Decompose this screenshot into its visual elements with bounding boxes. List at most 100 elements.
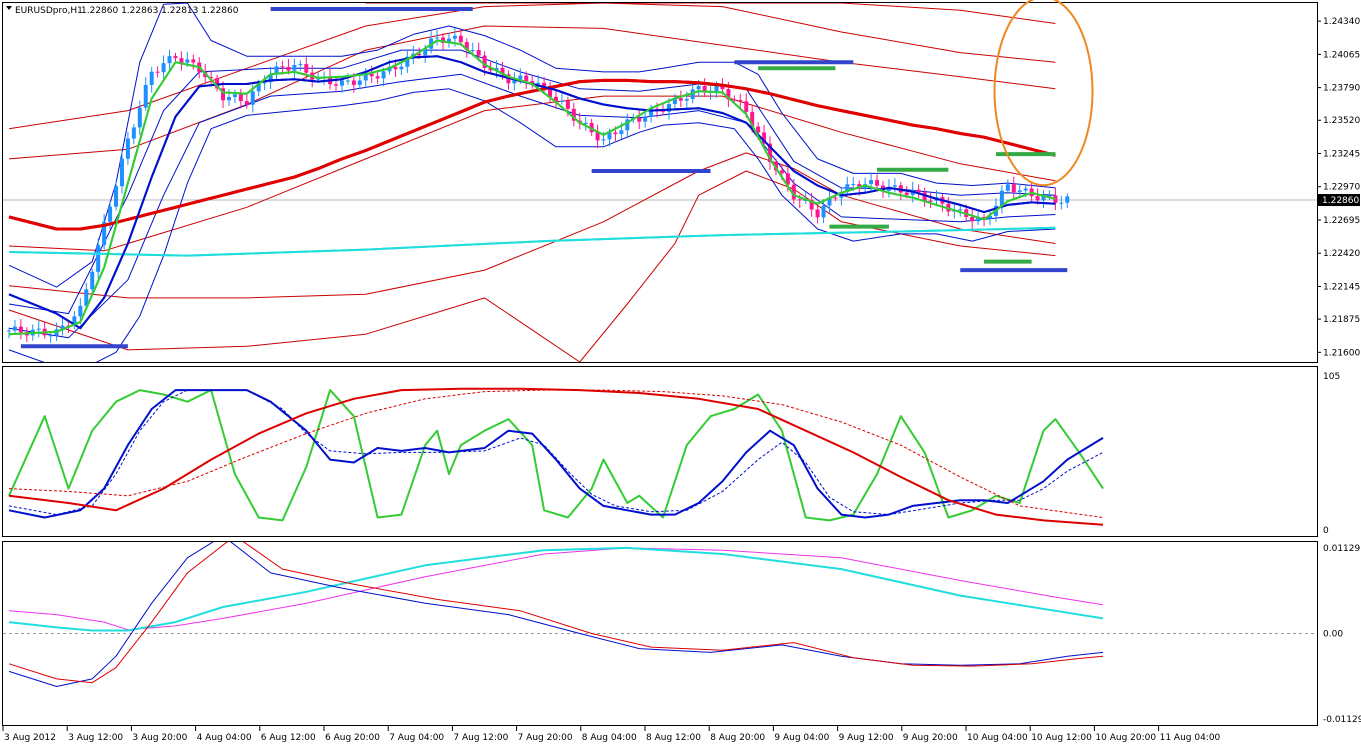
candle-body <box>191 59 196 63</box>
time-tick-label: 3 Aug 20:00 <box>132 733 187 743</box>
price-tick-label: 1.23520 <box>1323 116 1360 126</box>
price-tick-label: 1.22695 <box>1323 216 1360 226</box>
candle-body <box>149 71 154 85</box>
time-tick-label: 7 Aug 12:00 <box>453 733 508 743</box>
time-tick-label: 9 Aug 12:00 <box>839 733 894 743</box>
candle-body <box>345 80 350 82</box>
candle-body <box>601 139 606 141</box>
candle-body <box>916 189 921 193</box>
candle-body <box>226 96 231 101</box>
time-tick-label: 3 Aug 2012 <box>4 733 56 743</box>
candle-body <box>375 76 380 79</box>
macd-series-3 <box>8 542 1104 684</box>
time-tick-label: 8 Aug 12:00 <box>646 733 701 743</box>
time-tick-label: 9 Aug 04:00 <box>774 733 829 743</box>
candle-body <box>803 200 808 202</box>
candle-body <box>215 78 220 89</box>
candle-body <box>1053 195 1058 203</box>
candle-body <box>779 170 784 174</box>
candle-body <box>791 184 796 200</box>
osc-series-3 <box>8 387 1104 526</box>
candle-body <box>464 42 469 51</box>
time-tick-label: 6 Aug 20:00 <box>325 733 380 743</box>
macd-tick-label: 0.01129 <box>1323 544 1360 554</box>
series-env-red-4 <box>365 3 1056 24</box>
candle-body <box>423 48 428 56</box>
candle-body <box>435 37 440 39</box>
series-ma-green-top <box>8 39 1056 336</box>
macd-layer <box>3 542 1317 687</box>
candle-body <box>809 200 814 210</box>
ohlc-label: 1.22860 1.22863 1.22813 1.22860 <box>81 6 239 16</box>
series-env-red-2 <box>8 25 1056 160</box>
series-ma-blue-top <box>8 55 1056 330</box>
candle-body <box>446 38 451 43</box>
candle-body <box>1059 202 1064 204</box>
candle-body <box>119 158 124 187</box>
candle-body <box>732 99 737 101</box>
candle-body <box>744 101 749 112</box>
osc-tick-label: 105 <box>1323 372 1340 382</box>
candle-body <box>571 108 576 121</box>
candle-body <box>928 200 933 202</box>
candle-body <box>482 55 487 68</box>
candle-body <box>666 103 671 112</box>
candle-body <box>48 335 53 337</box>
candle-body <box>583 122 588 124</box>
osc-series-0 <box>8 389 1104 522</box>
candle-body <box>298 64 303 66</box>
candle-body <box>678 98 683 101</box>
price-tick-label: 1.22145 <box>1323 282 1360 292</box>
candle-body <box>750 111 755 127</box>
symbol-dropdown-icon[interactable] <box>6 6 12 10</box>
candle-body <box>167 56 172 64</box>
candle-body <box>904 192 909 195</box>
candle-body <box>1041 195 1046 201</box>
candle-body <box>797 199 802 201</box>
candle-body <box>1023 188 1028 191</box>
series-env-red-5 <box>8 152 1056 299</box>
candle-body <box>12 326 17 331</box>
current-price-box <box>1318 194 1360 207</box>
macd-series-0 <box>8 547 1104 631</box>
candle-body <box>565 100 570 109</box>
candle-body <box>833 197 838 199</box>
candle-body <box>363 73 368 81</box>
candle-body <box>470 49 475 51</box>
axis-layer: 1.24340 1.24065 1.23790 1.23520 1.23245 1.229… <box>2 17 1361 743</box>
candle-body <box>530 81 535 85</box>
candle-body <box>958 209 963 211</box>
candle-body <box>768 143 773 163</box>
candle-body <box>286 66 291 71</box>
candle-body <box>851 184 856 186</box>
macd-series-1 <box>8 546 1104 632</box>
time-tick-label: 8 Aug 20:00 <box>710 733 765 743</box>
candle-body <box>542 82 547 87</box>
candle-body <box>238 94 243 102</box>
time-tick-label: 10 Aug 04:00 <box>967 733 1028 743</box>
candle-body <box>1065 196 1070 203</box>
candle-body <box>18 326 23 333</box>
candle-body <box>399 66 404 70</box>
candle-body <box>714 85 719 92</box>
candle-body <box>405 56 410 67</box>
candle-body <box>726 89 731 100</box>
candle-body <box>1017 190 1022 193</box>
time-tick-label: 7 Aug 04:00 <box>389 733 444 743</box>
candle-body <box>102 221 107 246</box>
candle-body <box>155 71 160 73</box>
candle-body <box>1035 196 1040 201</box>
candle-body <box>643 116 648 122</box>
series-band-blue-upper <box>8 3 1056 288</box>
candle-body <box>137 107 142 128</box>
candle-body <box>637 117 642 122</box>
candle-body <box>589 122 594 133</box>
candle-body <box>684 98 689 101</box>
time-tick-label: 6 Aug 12:00 <box>261 733 316 743</box>
candle-body <box>250 91 255 105</box>
candle-body <box>114 186 119 207</box>
candle-body <box>553 96 558 102</box>
candle-body <box>875 180 880 186</box>
